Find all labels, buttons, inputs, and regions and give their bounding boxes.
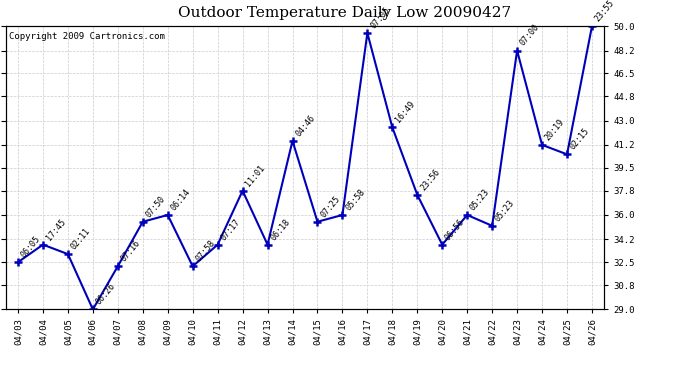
Text: 07:58: 07:58 [194, 238, 217, 264]
Text: 17:45: 17:45 [44, 217, 68, 242]
Text: 04:46: 04:46 [294, 113, 317, 138]
Text: 06:26: 06:26 [95, 282, 117, 307]
Text: 06:18: 06:18 [269, 217, 292, 242]
Text: 06:56: 06:56 [444, 217, 466, 242]
Text: 07:50: 07:50 [144, 194, 167, 219]
Text: 07:25: 07:25 [319, 194, 342, 219]
Text: 05:58: 05:58 [344, 187, 367, 212]
Text: 07:00: 07:00 [518, 23, 542, 48]
Text: Outdoor Temperature Daily Low 20090427: Outdoor Temperature Daily Low 20090427 [179, 6, 511, 20]
Text: 23:56: 23:56 [419, 167, 442, 192]
Text: Copyright 2009 Cartronics.com: Copyright 2009 Cartronics.com [8, 32, 164, 41]
Text: 02:11: 02:11 [69, 226, 92, 251]
Text: 23:55: 23:55 [593, 0, 616, 24]
Text: 06:05: 06:05 [19, 234, 42, 260]
Text: 20:19: 20:19 [544, 117, 566, 142]
Text: 07:16: 07:16 [119, 238, 142, 264]
Text: 11:01: 11:01 [244, 163, 267, 188]
Text: 07:17: 07:17 [219, 217, 242, 242]
Text: 02:15: 02:15 [569, 127, 591, 152]
Text: 07:05: 07:05 [368, 5, 392, 30]
Text: 05:23: 05:23 [469, 187, 491, 212]
Text: 06:14: 06:14 [169, 187, 192, 212]
Text: 16:49: 16:49 [394, 100, 417, 124]
Text: 05:23: 05:23 [493, 198, 517, 223]
